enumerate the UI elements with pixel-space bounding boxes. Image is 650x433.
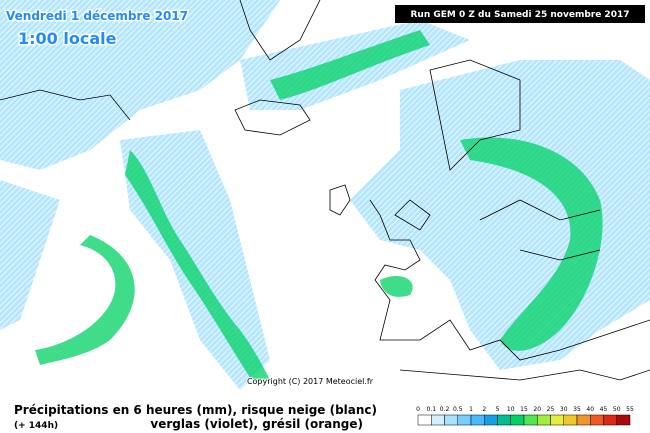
run-info: Run GEM 0 Z du Samedi 25 novembre 2017 [410,10,629,20]
scale-cell [590,414,604,426]
scale-label: 10 [507,406,515,413]
scale-label: 5 [496,406,500,413]
scale-label: 40 [586,406,594,413]
scale-label: 1 [469,406,473,413]
coastlines [0,0,650,381]
scale-label: 25 [547,406,555,413]
color-scale: 0 0.1 0.2 0.5 1 2 5 10 15 20 25 30 35 40 45 50 55 [416,406,634,426]
scale-label: 55 [626,406,634,413]
scale-cell [550,414,564,426]
scale-cell [616,414,631,426]
scale-cell [510,414,525,426]
scale-label: 0.2 [440,406,450,413]
precip-moderate [35,30,603,385]
scale-cell [563,414,578,426]
scale-label: 30 [560,406,568,413]
scale-cell [444,414,458,426]
scale-label: 20 [533,406,541,413]
scale-cell [484,414,498,426]
run-box [395,5,645,23]
scale-label: 35 [573,406,581,413]
map-date: Vendredi 1 décembre 2017 [6,9,188,23]
scale-cell [457,414,472,426]
scale-cell [576,414,591,426]
scale-label: 0.5 [453,406,463,413]
scale-cell [470,414,485,426]
footer-lead: (+ 144h) [14,421,58,431]
scale-label: 50 [613,406,621,413]
scale-cell [603,414,617,426]
copyright: Copyright (C) 2017 Meteociel.fr [247,377,374,386]
scale-cell [431,414,445,426]
footer-subtitle: verglas (violet), grésil (orange) [150,417,363,431]
scale-label: 2 [482,406,486,413]
scale-label: 45 [600,406,608,413]
scale-cell [497,414,511,426]
scale-cell [417,414,432,426]
scale-label: 0.1 [426,406,436,413]
scale-cell [537,414,551,426]
scale-label: 15 [520,406,528,413]
map-time: 1:00 locale [18,29,117,48]
scale-cell [523,414,538,426]
scale-label: 0 [416,406,420,413]
footer-title: Précipitations en 6 heures (mm), risque … [14,403,377,417]
